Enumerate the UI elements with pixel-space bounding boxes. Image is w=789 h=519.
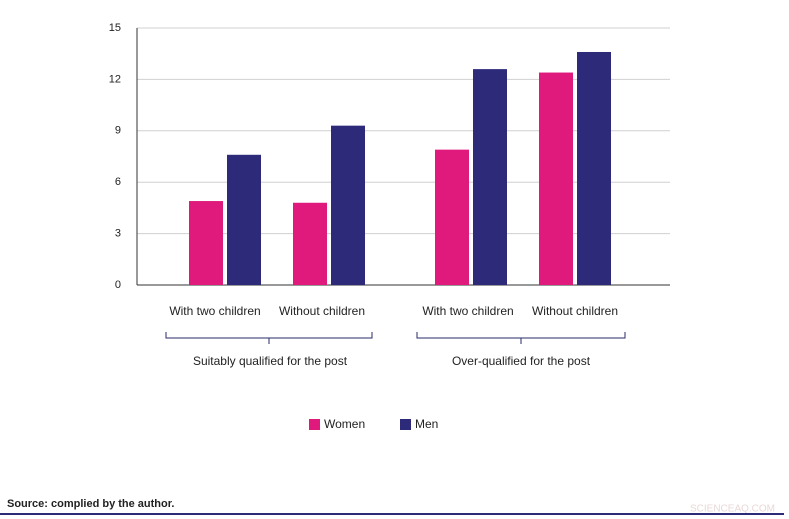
bar bbox=[293, 202, 327, 285]
y-tick-label: 0 bbox=[115, 279, 121, 291]
bar bbox=[435, 149, 469, 285]
y-tick-label: 9 bbox=[115, 125, 121, 137]
legend-swatch bbox=[400, 419, 411, 430]
bar bbox=[189, 201, 223, 285]
y-tick-label: 15 bbox=[109, 22, 121, 34]
bar bbox=[577, 51, 611, 286]
y-tick-label: 3 bbox=[115, 228, 121, 240]
watermark: SCIENCEAQ.COM bbox=[690, 504, 775, 515]
bar bbox=[227, 154, 261, 285]
bar bbox=[539, 72, 573, 286]
group-label: Suitably qualified for the post bbox=[193, 354, 348, 368]
legend-label: Men bbox=[415, 417, 438, 431]
group-bracket bbox=[165, 332, 373, 344]
x-tick-label: With two children bbox=[422, 304, 513, 318]
bar bbox=[473, 69, 507, 286]
bar bbox=[331, 125, 365, 285]
x-tick-label: Without children bbox=[279, 304, 365, 318]
group-bracket bbox=[416, 332, 626, 344]
y-tick-label: 6 bbox=[115, 176, 121, 188]
group-label: Over-qualified for the post bbox=[452, 354, 591, 368]
x-tick-label: Without children bbox=[532, 304, 618, 318]
x-tick-label: With two children bbox=[169, 304, 260, 318]
source-note: Source: complied by the author. bbox=[7, 498, 174, 510]
legend-label: Women bbox=[324, 417, 365, 431]
y-tick-label: 12 bbox=[109, 73, 121, 85]
legend-swatch bbox=[309, 419, 320, 430]
